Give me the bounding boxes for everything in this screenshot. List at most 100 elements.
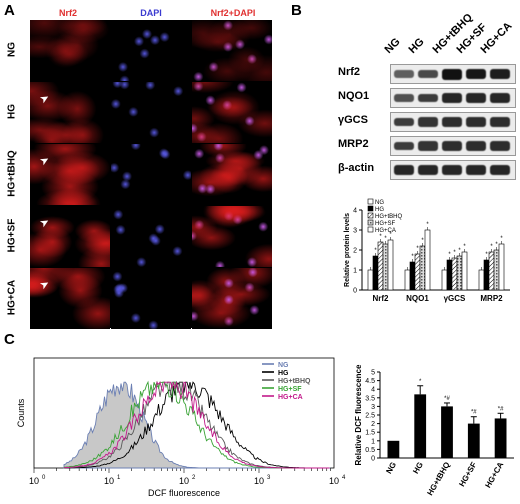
band — [442, 141, 462, 151]
band — [442, 165, 462, 175]
legend-swatch-0 — [367, 198, 374, 205]
bar-HG+CA-Nrf2 — [387, 239, 394, 291]
band — [394, 117, 414, 127]
bar-HG-Nrf2 — [372, 255, 379, 291]
bar-NG-NQO1 — [404, 269, 411, 291]
legend-swatch-2 — [367, 212, 374, 219]
blot-strip-3 — [390, 136, 516, 156]
band — [442, 117, 462, 127]
y-tick-label: 4.5 — [365, 378, 375, 385]
significance-mark: * — [490, 244, 493, 250]
bar-HG-NQO1 — [409, 261, 416, 291]
y-axis-label: Counts — [16, 398, 26, 427]
significance-mark: * — [384, 236, 387, 242]
bar-HG+SF — [467, 423, 480, 458]
panel-b-label: B — [291, 2, 302, 19]
y-tick-label: 3.5 — [365, 395, 375, 402]
row-label-0: NG — [6, 41, 18, 57]
legend-label-1: HG — [375, 207, 384, 213]
micrograph-dapi-3 — [111, 206, 191, 267]
micrograph-merge-0 — [192, 20, 272, 81]
bar-NG-Nrf2 — [367, 269, 374, 291]
significance-mark: * — [463, 244, 466, 250]
bar-HG-γGCS — [446, 259, 453, 291]
bar-HG+CA — [494, 418, 507, 458]
significance-mark: * — [458, 248, 461, 254]
bar-HG — [414, 394, 427, 458]
band — [442, 68, 462, 80]
band — [418, 69, 438, 79]
band — [442, 93, 462, 103]
micrograph-merge-1 — [192, 82, 272, 143]
band — [418, 141, 438, 151]
band — [490, 117, 510, 127]
band — [466, 93, 486, 103]
legend-label-1: HG — [278, 370, 289, 377]
bar-HG+SF-NQO1 — [419, 245, 426, 291]
band — [394, 94, 414, 102]
micrograph-merge-4 — [192, 268, 272, 329]
y-tick-label: 0 — [353, 288, 357, 295]
arrowhead-marker: ➤ — [37, 277, 52, 293]
x-tick-label-0: Nrf2 — [372, 294, 389, 303]
x-tick-label-2: 10 — [179, 476, 189, 486]
band — [418, 117, 438, 127]
significance-mark: * — [495, 242, 498, 248]
x-tick-label-2: γGCS — [444, 294, 466, 303]
bar-HG+SF-Nrf2 — [382, 243, 389, 291]
histogram-HG — [64, 381, 330, 469]
band — [466, 165, 486, 175]
band — [418, 165, 438, 175]
x-tick-label-1: 10 — [104, 476, 114, 486]
significance-mark: * — [453, 250, 456, 256]
band — [394, 70, 414, 78]
x-tick-exponent-4: 4 — [342, 475, 346, 481]
arrowhead-marker: ➤ — [37, 215, 52, 231]
y-tick-label: 3 — [371, 404, 375, 411]
histogram-HG+CA — [63, 380, 330, 469]
y-axis-label: Relative DCF fluorescence — [354, 364, 363, 465]
x-tick-label-4: HG+CA — [483, 460, 505, 489]
legend-label-4: HG+CA — [375, 228, 396, 234]
legend-label-0: NG — [375, 200, 384, 206]
legend-swatch-1 — [367, 205, 374, 212]
significance-mark: * — [416, 246, 419, 252]
dcf-bar-chart: 0 0.5 11.5 22.5 3 3.54 4.55 Relative DCF fluore… — [354, 364, 514, 498]
x-tick-label-1: HG — [411, 461, 425, 476]
row-label-3: HG+SF — [6, 218, 18, 252]
column-label-nrf2: Nrf2 — [58, 8, 77, 18]
micrograph-nrf2-4: ➤ — [30, 268, 110, 329]
band — [466, 117, 486, 127]
bar-NG — [387, 440, 400, 458]
band — [490, 165, 510, 175]
micrograph-nrf2-2: ➤ — [30, 144, 110, 205]
y-tick-label: 3 — [353, 228, 357, 235]
bar-HG+SF-MRP2 — [493, 249, 500, 291]
x-tick-exponent-3: 3 — [267, 475, 271, 481]
band — [490, 68, 510, 80]
bar-HG+tBHQ — [441, 406, 453, 458]
y-tick-label: 1 — [353, 268, 357, 275]
micrograph-nrf2-0 — [30, 20, 110, 81]
significance-mark: * — [448, 252, 451, 258]
row-label-2: HG+tBHQ — [6, 149, 18, 197]
blot-strip-0 — [390, 64, 516, 84]
bar-HG+CA-NQO1 — [424, 229, 431, 291]
blot-strip-2 — [390, 112, 516, 132]
blot-strip-4 — [390, 160, 516, 180]
significance-mark: * — [379, 234, 382, 240]
x-tick-exponent-1: 1 — [117, 475, 121, 481]
significance-mark: * — [426, 222, 429, 228]
band — [394, 165, 414, 175]
panel-a-label: A — [4, 2, 15, 19]
bar-NG-γGCS — [441, 269, 448, 291]
blot-label-1: NQO1 — [338, 90, 370, 102]
x-tick-label-2: HG+tBHQ — [425, 461, 451, 498]
bar-HG+tBHQ-NQO1 — [414, 253, 421, 291]
micrograph-grid: ➤ ➤ ➤ ➤ — [30, 20, 272, 329]
band — [490, 141, 510, 151]
significance-mark: * — [411, 254, 414, 260]
x-tick-label-1: NQO1 — [406, 294, 429, 303]
band — [394, 141, 414, 151]
